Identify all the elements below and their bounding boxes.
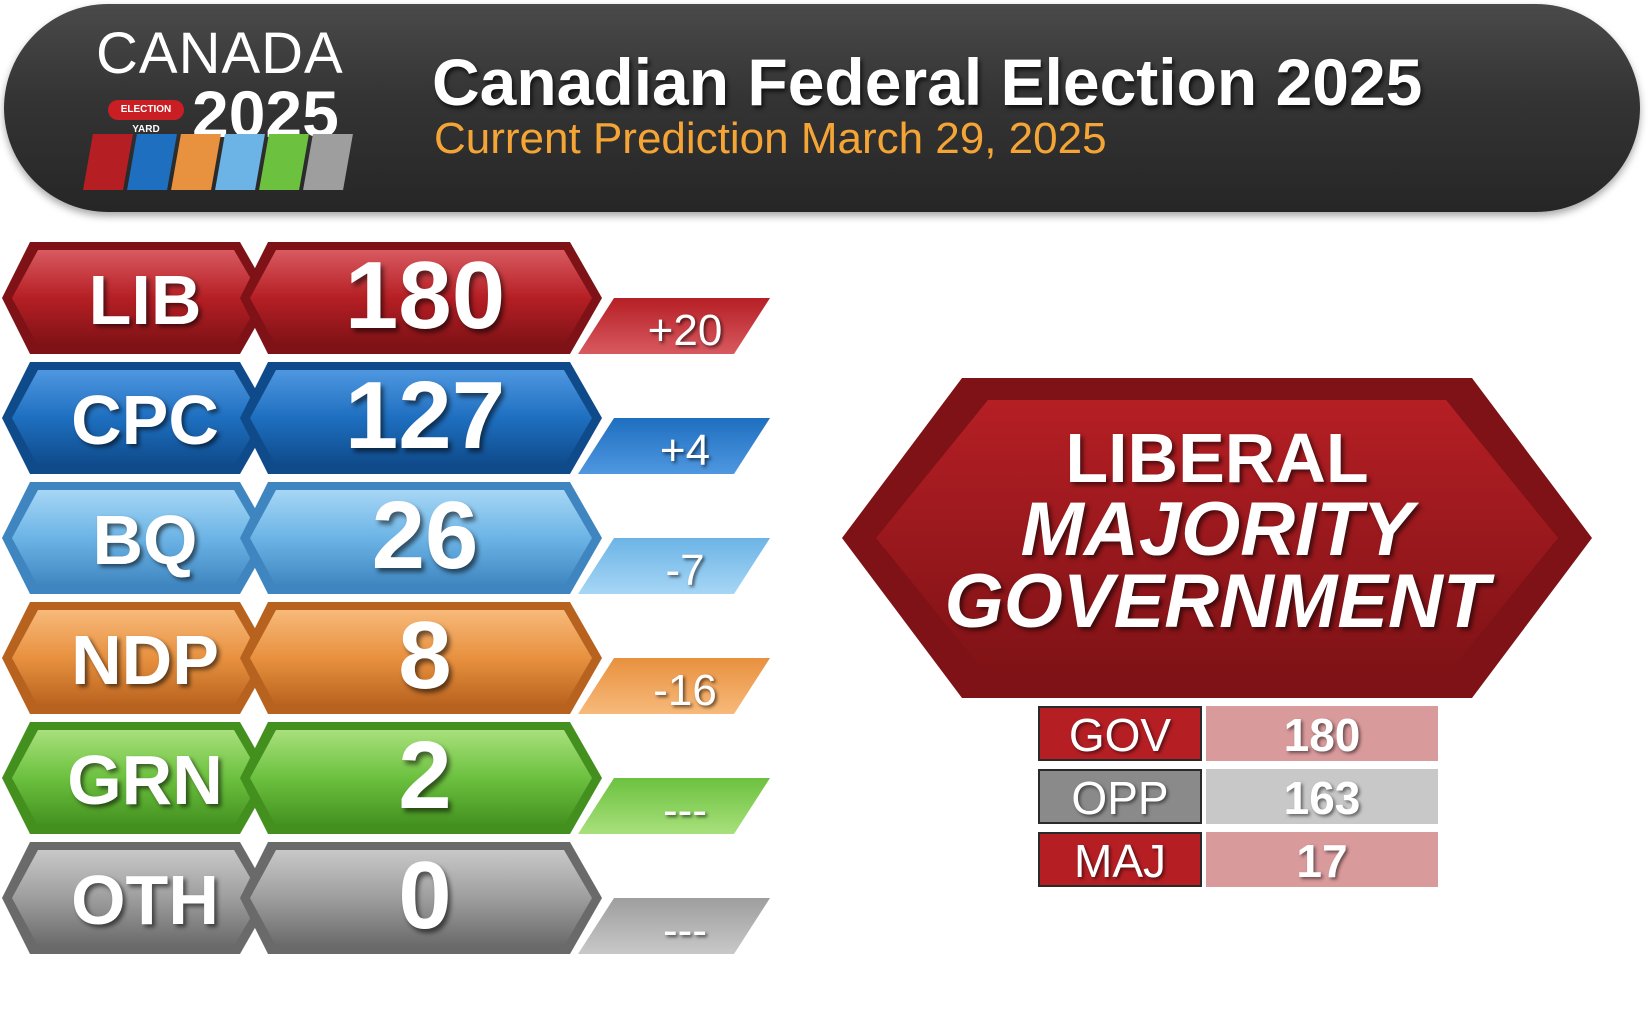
party-seat-count: 180 <box>344 242 506 349</box>
seat-table-label: OPP <box>1038 769 1202 824</box>
logo-color-stripes <box>82 134 372 190</box>
party-seat-count: 26 <box>371 482 479 589</box>
result-type: MAJORITY <box>1020 487 1414 572</box>
result-government: GOVERNMENT <box>944 559 1490 644</box>
party-row-shapes <box>2 602 770 714</box>
result-party: LIBERAL <box>1065 419 1369 497</box>
party-row-oth: OTH 0 --- <box>0 840 800 960</box>
seat-table-value: 180 <box>1206 706 1438 761</box>
party-seat-count: 0 <box>398 842 452 949</box>
party-row-shapes <box>2 362 770 474</box>
party-row-bq: BQ 26 -7 <box>0 480 800 600</box>
party-abbreviation: BQ <box>92 501 198 579</box>
election-yard-badge: ELECTION YARD <box>108 100 184 135</box>
party-seat-change: +4 <box>659 426 711 475</box>
header-banner: CANADA ELECTION YARD 2025 Canadian Feder… <box>4 4 1640 212</box>
party-abbreviation: OTH <box>71 861 219 939</box>
party-abbreviation: GRN <box>67 741 223 819</box>
party-seat-change: -7 <box>665 546 705 595</box>
party-seat-count: 2 <box>398 722 452 829</box>
page-subtitle: Current Prediction March 29, 2025 <box>434 114 1107 163</box>
logo-stripe <box>259 134 309 190</box>
logo-canada-text: CANADA <box>96 21 344 86</box>
party-row-cpc: CPC 127 +4 <box>0 360 800 480</box>
seat-table-label: MAJ <box>1038 832 1202 887</box>
party-row-shapes <box>2 242 770 354</box>
logo-stripe <box>215 134 265 190</box>
party-seat-change: --- <box>663 906 707 955</box>
canada-2025-logo: CANADA ELECTION YARD 2025 <box>82 20 372 200</box>
logo-stripe <box>303 134 353 190</box>
party-change-shape <box>578 898 770 954</box>
party-row-shapes <box>2 722 770 834</box>
seat-table-value: 17 <box>1206 832 1438 887</box>
party-abbreviation: CPC <box>71 381 219 459</box>
page-title: Canadian Federal Election 2025 <box>432 45 1423 119</box>
party-row-shapes <box>2 482 770 594</box>
party-seat-count: 8 <box>398 602 452 709</box>
party-change-shape <box>578 778 770 834</box>
party-change-shape <box>578 658 770 714</box>
seat-table-value: 163 <box>1206 769 1438 824</box>
party-row-grn: GRN 2 --- <box>0 720 800 840</box>
party-seat-change: -16 <box>653 666 717 715</box>
party-seat-change: --- <box>663 786 707 835</box>
party-abbreviation: NDP <box>71 621 219 699</box>
result-hexagon <box>842 378 1592 698</box>
party-row-shapes <box>2 842 770 954</box>
logo-stripe <box>171 134 221 190</box>
party-row-lib: LIB 180 +20 <box>0 240 800 360</box>
party-seat-change: +20 <box>647 306 723 355</box>
result-banner: LIBERAL MAJORITY GOVERNMENT <box>842 378 1592 698</box>
seat-table-label: GOV <box>1038 706 1202 761</box>
party-change-shape <box>578 298 770 354</box>
logo-stripe <box>127 134 177 190</box>
party-row-ndp: NDP 8 -16 <box>0 600 800 720</box>
party-change-shape <box>578 418 770 474</box>
party-seat-count: 127 <box>344 362 506 469</box>
party-abbreviation: LIB <box>88 261 202 339</box>
logo-stripe <box>83 134 133 190</box>
party-change-shape <box>578 538 770 594</box>
